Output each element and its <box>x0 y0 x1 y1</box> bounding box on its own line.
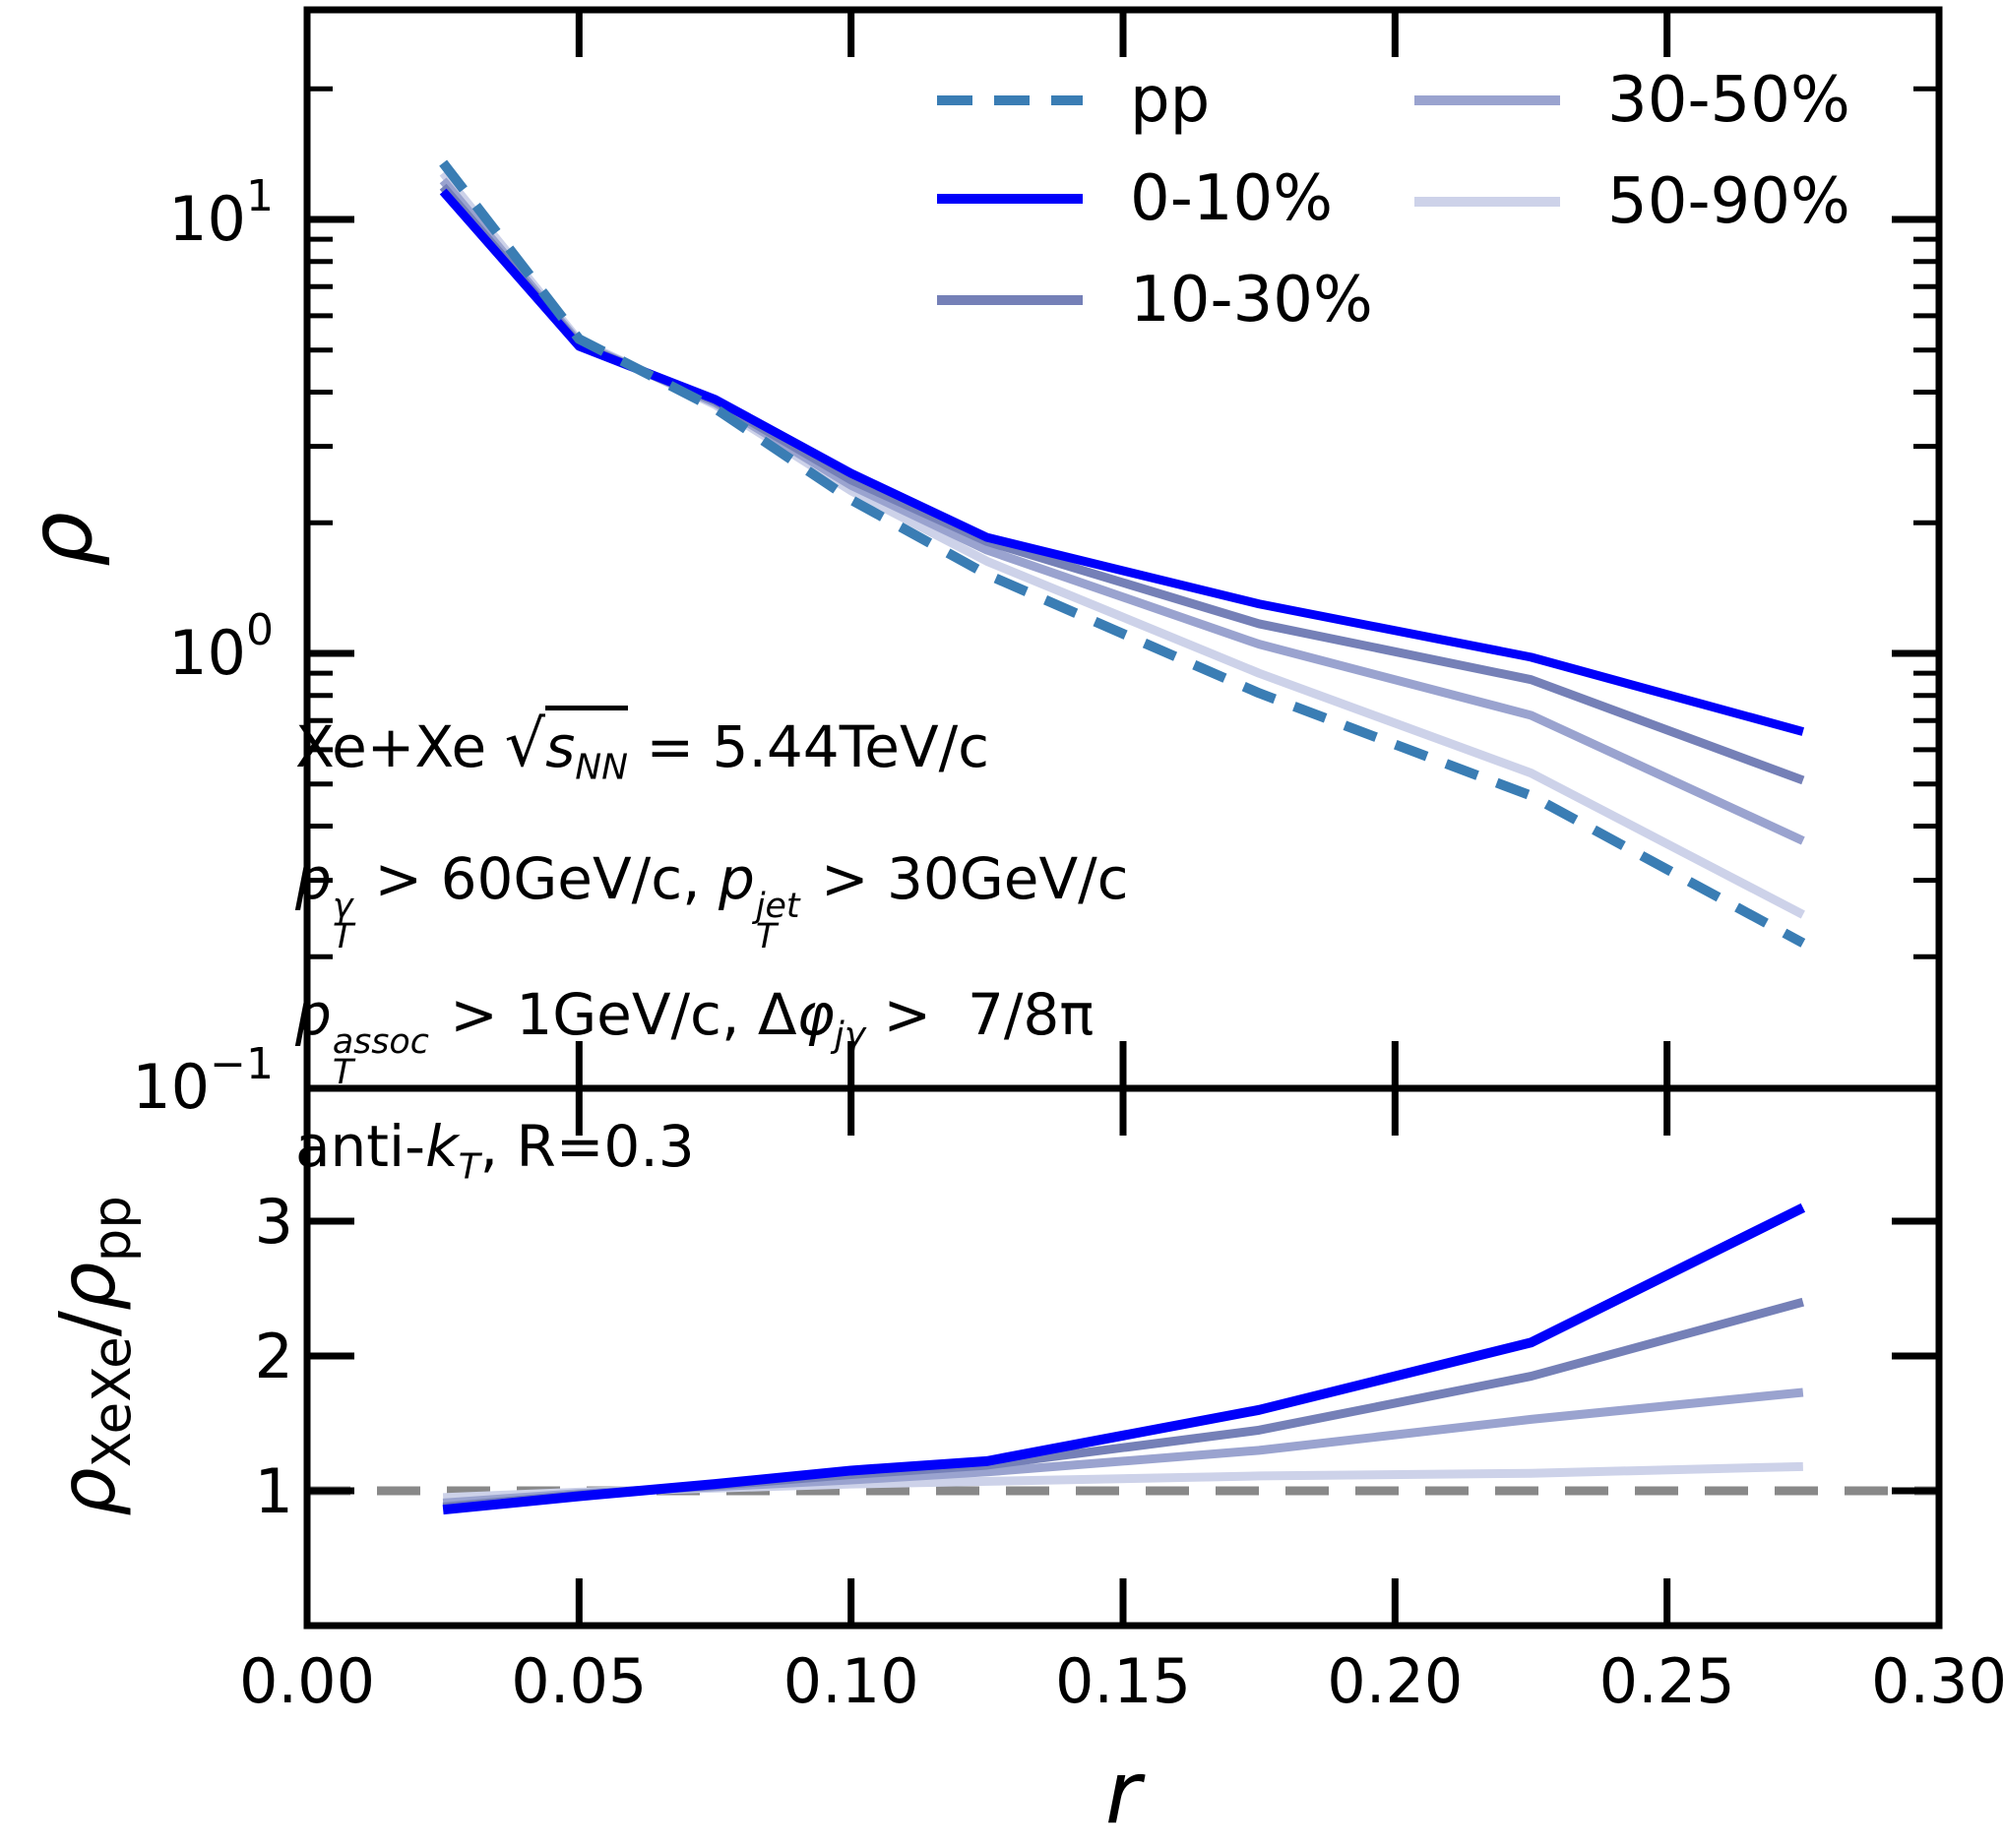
legend-line-30-50 <box>1414 95 1560 105</box>
spectrum-curve-0-10% <box>439 188 1805 736</box>
legend-entry-0-10: 0-10% <box>935 154 1333 244</box>
legend-label-30-50: 30-50% <box>1607 64 1850 137</box>
top-y-tick-label: 100 <box>168 605 274 689</box>
ratio-y-axis-label: ρXeXe/ρpp <box>44 1196 143 1516</box>
legend-entry-50-90: 50-90% <box>1412 156 1850 247</box>
ratio-panel-curves <box>442 1202 1806 1515</box>
legend-entry-10-30: 10-30% <box>935 255 1373 345</box>
ratio-tick-label: 3 <box>255 1186 293 1258</box>
legend-label-pp: pp <box>1130 64 1211 137</box>
annotation-assoc-cuts: p assoc T > 1GeV/c, Δφjγ > 7/8π <box>295 981 1095 1093</box>
x-tick-label: 0.30 <box>1871 1645 2003 1717</box>
legend-label-10-30: 10-30% <box>1130 264 1373 337</box>
legend-label-0-10: 0-10% <box>1130 162 1334 235</box>
x-tick-label: 0.05 <box>511 1645 647 1717</box>
top-y-tick-label: 101 <box>168 171 274 255</box>
x-tick-label: 0.15 <box>1055 1645 1191 1717</box>
annotation-jet-algo: anti-kT, R=0.3 <box>295 1113 695 1188</box>
legend-entry-30-50: 30-50% <box>1412 55 1850 146</box>
ratio-tick-label: 1 <box>255 1455 293 1527</box>
legend-label-50-90: 50-90% <box>1607 165 1850 238</box>
ratio-tick-label: 2 <box>255 1321 293 1392</box>
spectrum-curve-pp <box>439 159 1806 948</box>
top-panel-curves <box>439 159 1806 948</box>
sqrt-symbol: √ <box>504 707 546 781</box>
top-y-axis-label: ρ <box>10 512 112 567</box>
x-tick-label: 0.10 <box>783 1645 919 1717</box>
annotation-collision: Xe+Xe √sNN = 5.44TeV/c <box>295 706 990 788</box>
legend-line-50-90 <box>1414 197 1560 207</box>
legend-line-0-10 <box>937 194 1083 204</box>
x-tick-label: 0.25 <box>1599 1645 1735 1717</box>
legend-line-10-30 <box>937 295 1083 305</box>
x-axis-label: r <box>1104 1742 1142 1844</box>
x-tick-label: 0.20 <box>1327 1645 1463 1717</box>
legend-entry-pp: pp <box>935 55 1210 146</box>
ratio-curve-0-10% <box>442 1202 1806 1515</box>
x-tick-label: 0.00 <box>239 1645 375 1717</box>
legend-line-pp <box>937 95 1083 105</box>
top-y-tick-label: 10−1 <box>132 1039 274 1123</box>
